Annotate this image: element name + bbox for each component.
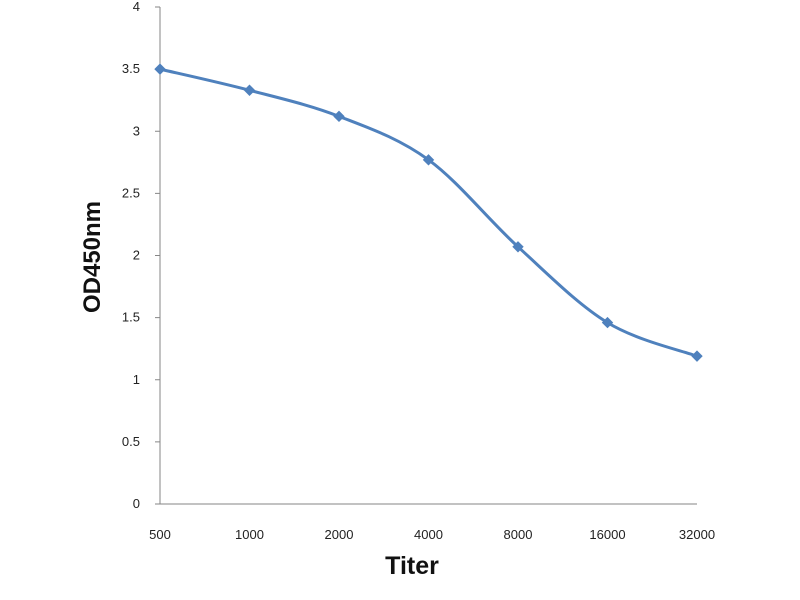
x-tick-labels: 500 1000 2000 4000 8000 16000 32000 bbox=[149, 527, 715, 542]
y-tick-label: 1 bbox=[133, 372, 140, 387]
data-point-marker bbox=[512, 241, 524, 253]
data-point-marker bbox=[154, 63, 166, 75]
axes bbox=[155, 6, 697, 505]
y-axis-title: OD450nm bbox=[79, 201, 106, 313]
x-tick-label: 32000 bbox=[679, 527, 715, 542]
x-axis-title: Titer bbox=[385, 552, 439, 580]
x-tick-label: 4000 bbox=[414, 527, 443, 542]
y-tick-label: 2.5 bbox=[122, 185, 140, 200]
x-tick-label: 1000 bbox=[235, 527, 264, 542]
x-tick-label: 16000 bbox=[589, 527, 625, 542]
x-tick-label: 2000 bbox=[325, 527, 354, 542]
y-tick-label: 0.5 bbox=[122, 434, 140, 449]
data-point-marker bbox=[601, 316, 614, 329]
series-line bbox=[158, 67, 699, 358]
y-tick-label: 4 bbox=[133, 0, 140, 14]
data-point-marker bbox=[422, 154, 435, 166]
x-tick-label: 8000 bbox=[504, 527, 533, 542]
y-tick-label: 3.5 bbox=[122, 61, 140, 76]
data-point-marker bbox=[691, 350, 703, 362]
data-point-marker bbox=[333, 110, 345, 123]
data-point-marker bbox=[243, 84, 256, 96]
y-tick-label: 1.5 bbox=[122, 310, 140, 325]
x-tick-label: 500 bbox=[149, 527, 171, 542]
series-group bbox=[154, 63, 703, 362]
y-tick-labels: 0 0.5 1 1.5 2 2.5 3 3.5 4 bbox=[122, 0, 140, 511]
y-tick-label: 0 bbox=[133, 496, 140, 511]
y-tick-label: 3 bbox=[133, 123, 140, 138]
y-tick-label: 2 bbox=[133, 248, 140, 263]
